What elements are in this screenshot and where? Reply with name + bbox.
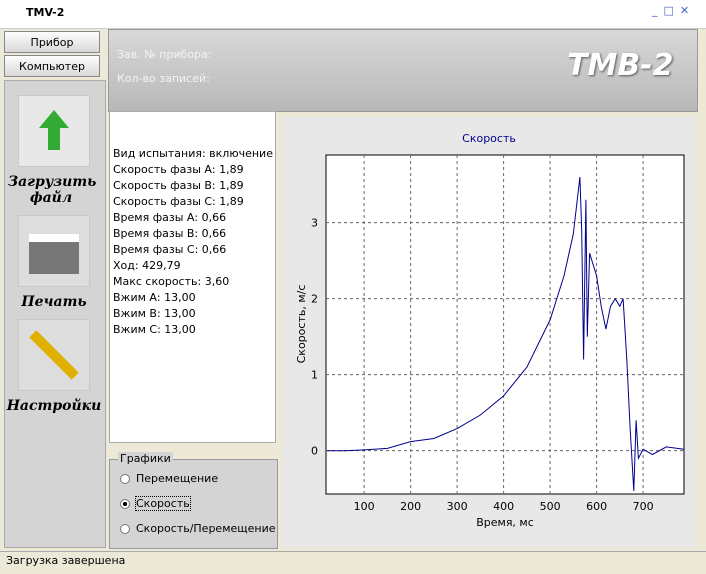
group-title: Графики (118, 452, 173, 465)
chart: Скорость Время, мс Скорость, м/с 100 200 3… (283, 117, 695, 547)
window-title: TMV-2 (26, 6, 65, 19)
y-tick-label: 0 (311, 445, 318, 458)
info-line: Макс скорость: 3,60 (113, 275, 230, 288)
x-tick-label: 300 (447, 500, 468, 513)
info-line: Ход: 429,79 (113, 259, 181, 272)
status-text: Загрузка завершена (6, 554, 126, 567)
radio[interactable] (120, 523, 130, 534)
info-line: Скорость фазы А: 1,89 (113, 163, 244, 176)
x-tick-label: 200 (400, 500, 421, 513)
radio[interactable] (120, 498, 130, 509)
radio-label[interactable]: Скорость/Перемещение (136, 522, 276, 535)
title-bar: TMV-2 _□✕ (0, 0, 706, 29)
x-tick-label: 500 (540, 500, 561, 513)
info-line: Время фазы А: 0,66 (113, 211, 227, 224)
logo: TMB-2 (567, 48, 674, 83)
chart-title: Скорость (462, 132, 516, 145)
window-controls[interactable]: _□✕ (652, 4, 696, 17)
y-tick-label: 2 (311, 293, 318, 306)
y-tick-label: 3 (311, 217, 318, 230)
x-tick-label: 700 (633, 500, 654, 513)
info-line: Вжим В: 13,00 (113, 307, 196, 320)
info-line: Время фазы В: 0,66 (113, 227, 227, 240)
graphs-group: Графики Перемещение Скорость Скорость/Пере… (109, 452, 278, 549)
info-line: Скорость фазы С: 1,89 (113, 195, 244, 208)
upload-icon[interactable] (18, 95, 90, 167)
field-label: Зав. № прибора: (117, 48, 212, 61)
status-bar: Загрузка завершена (0, 551, 706, 574)
x-tick-label: 400 (493, 500, 514, 513)
info-line: Скорость фазы В: 1,89 (113, 179, 244, 192)
field-label: Кол-во записей: (117, 72, 210, 85)
tab[interactable]: Прибор (4, 31, 100, 53)
info-line: Время фазы С: 0,66 (113, 243, 227, 256)
y-axis-label: Скорость, м/с (295, 285, 308, 364)
info-line: Вжим А: 13,00 (113, 291, 196, 304)
radio-option[interactable]: Перемещение (120, 472, 218, 485)
header: Зав. № прибора: Кол-во записей: TMB-2 (108, 29, 698, 112)
plot-area (325, 154, 685, 495)
print-icon[interactable] (18, 215, 90, 287)
info-panel: Вид испытания: включение Скорость фазы А:… (109, 111, 276, 443)
x-axis-label: Время, мс (476, 516, 534, 529)
action-label[interactable]: Загрузить файл (8, 174, 97, 206)
radio[interactable] (120, 473, 130, 484)
tab[interactable]: Компьютер (4, 55, 100, 77)
data-line (326, 176, 685, 492)
radio-label[interactable]: Скорость (135, 496, 191, 511)
settings-icon[interactable] (18, 319, 90, 391)
radio-option[interactable]: Скорость (120, 496, 191, 511)
radio-label[interactable]: Перемещение (136, 472, 219, 485)
action-label[interactable]: Печать (21, 294, 87, 310)
info-line: Вжим С: 13,00 (113, 323, 196, 336)
radio-option[interactable]: Скорость/Перемещение (120, 522, 276, 535)
action-label[interactable]: Настройки (6, 398, 102, 414)
info-line: Вид испытания: включение (113, 147, 273, 160)
y-tick-label: 1 (311, 369, 318, 382)
x-tick-label: 100 (354, 500, 375, 513)
x-tick-label: 600 (586, 500, 607, 513)
